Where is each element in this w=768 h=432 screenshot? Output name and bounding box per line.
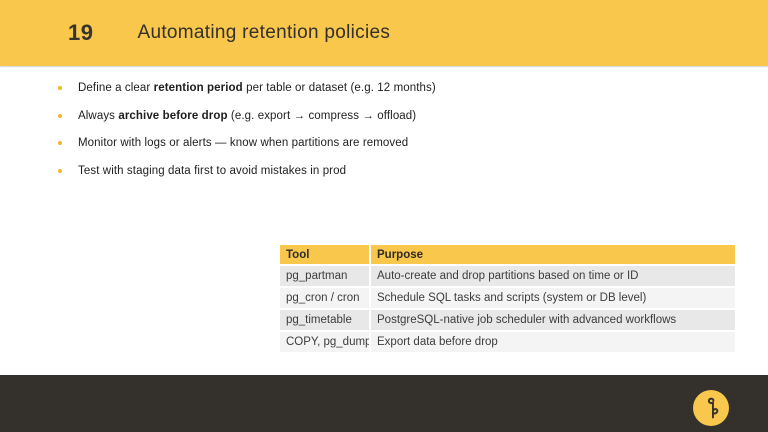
bullet-text: Test with staging data first to avoid mi… bbox=[78, 164, 347, 177]
crane-logo-icon bbox=[707, 397, 719, 419]
table-row: pg_cron / cron Schedule SQL tasks and sc… bbox=[278, 286, 737, 310]
footer-bar bbox=[0, 375, 768, 432]
table-header-purpose: Purpose bbox=[369, 245, 737, 266]
bullet-text: per table or dataset (e.g. 12 months) bbox=[242, 82, 436, 94]
bullet-text: Define a clear bbox=[78, 82, 154, 94]
table-cell-tool: pg_timetable bbox=[278, 308, 371, 332]
bullet-text-bold: retention period bbox=[153, 82, 243, 94]
table-header-tool: Tool bbox=[278, 245, 371, 266]
bullet-marker-icon bbox=[58, 113, 62, 118]
page-title: Automating retention policies bbox=[137, 22, 391, 43]
bullet-text-bold: archive before drop bbox=[118, 109, 228, 122]
logo-badge bbox=[693, 390, 729, 426]
bullet-marker-icon bbox=[58, 168, 62, 173]
bullet-item-staging-test: Test with staging data first to avoid mi… bbox=[58, 165, 698, 178]
bullet-list: Define a clear retention period per tabl… bbox=[58, 82, 698, 192]
bullet-item-retention-period: Define a clear retention period per tabl… bbox=[58, 82, 698, 95]
table-cell-purpose: Auto-create and drop partitions based on… bbox=[369, 264, 737, 288]
bullet-text: Always bbox=[78, 109, 119, 122]
table-cell-purpose: Schedule SQL tasks and scripts (system o… bbox=[369, 286, 737, 310]
bullet-marker-icon bbox=[58, 86, 62, 90]
table-cell-purpose: PostgreSQL-native job scheduler with adv… bbox=[369, 308, 737, 332]
header-bar: 19 Automating retention policies bbox=[0, 0, 768, 66]
bullet-text: Monitor with logs or alerts — know when … bbox=[78, 137, 409, 149]
table-row: pg_timetable PostgreSQL-native job sched… bbox=[278, 308, 737, 332]
table-cell-tool: COPY, pg_dump bbox=[278, 330, 371, 354]
table-cell-purpose: Export data before drop bbox=[369, 330, 737, 354]
table-cell-tool: pg_cron / cron bbox=[278, 286, 371, 310]
table-row: COPY, pg_dump Export data before drop bbox=[278, 330, 737, 354]
bullet-item-archive-before-drop: Always archive before drop (e.g. export … bbox=[58, 110, 698, 123]
table-header-row: Tool Purpose bbox=[278, 245, 737, 266]
bullet-marker-icon bbox=[58, 141, 62, 145]
bullet-item-monitor-logs: Monitor with logs or alerts — know when … bbox=[58, 137, 698, 150]
slide-number: 19 bbox=[68, 20, 94, 45]
bullet-text: (e.g. export → compress → offload) bbox=[227, 109, 417, 122]
tools-table: Tool Purpose pg_partman Auto-create and … bbox=[278, 245, 737, 354]
table-cell-tool: pg_partman bbox=[278, 264, 371, 288]
table-row: pg_partman Auto-create and drop partitio… bbox=[278, 264, 737, 288]
